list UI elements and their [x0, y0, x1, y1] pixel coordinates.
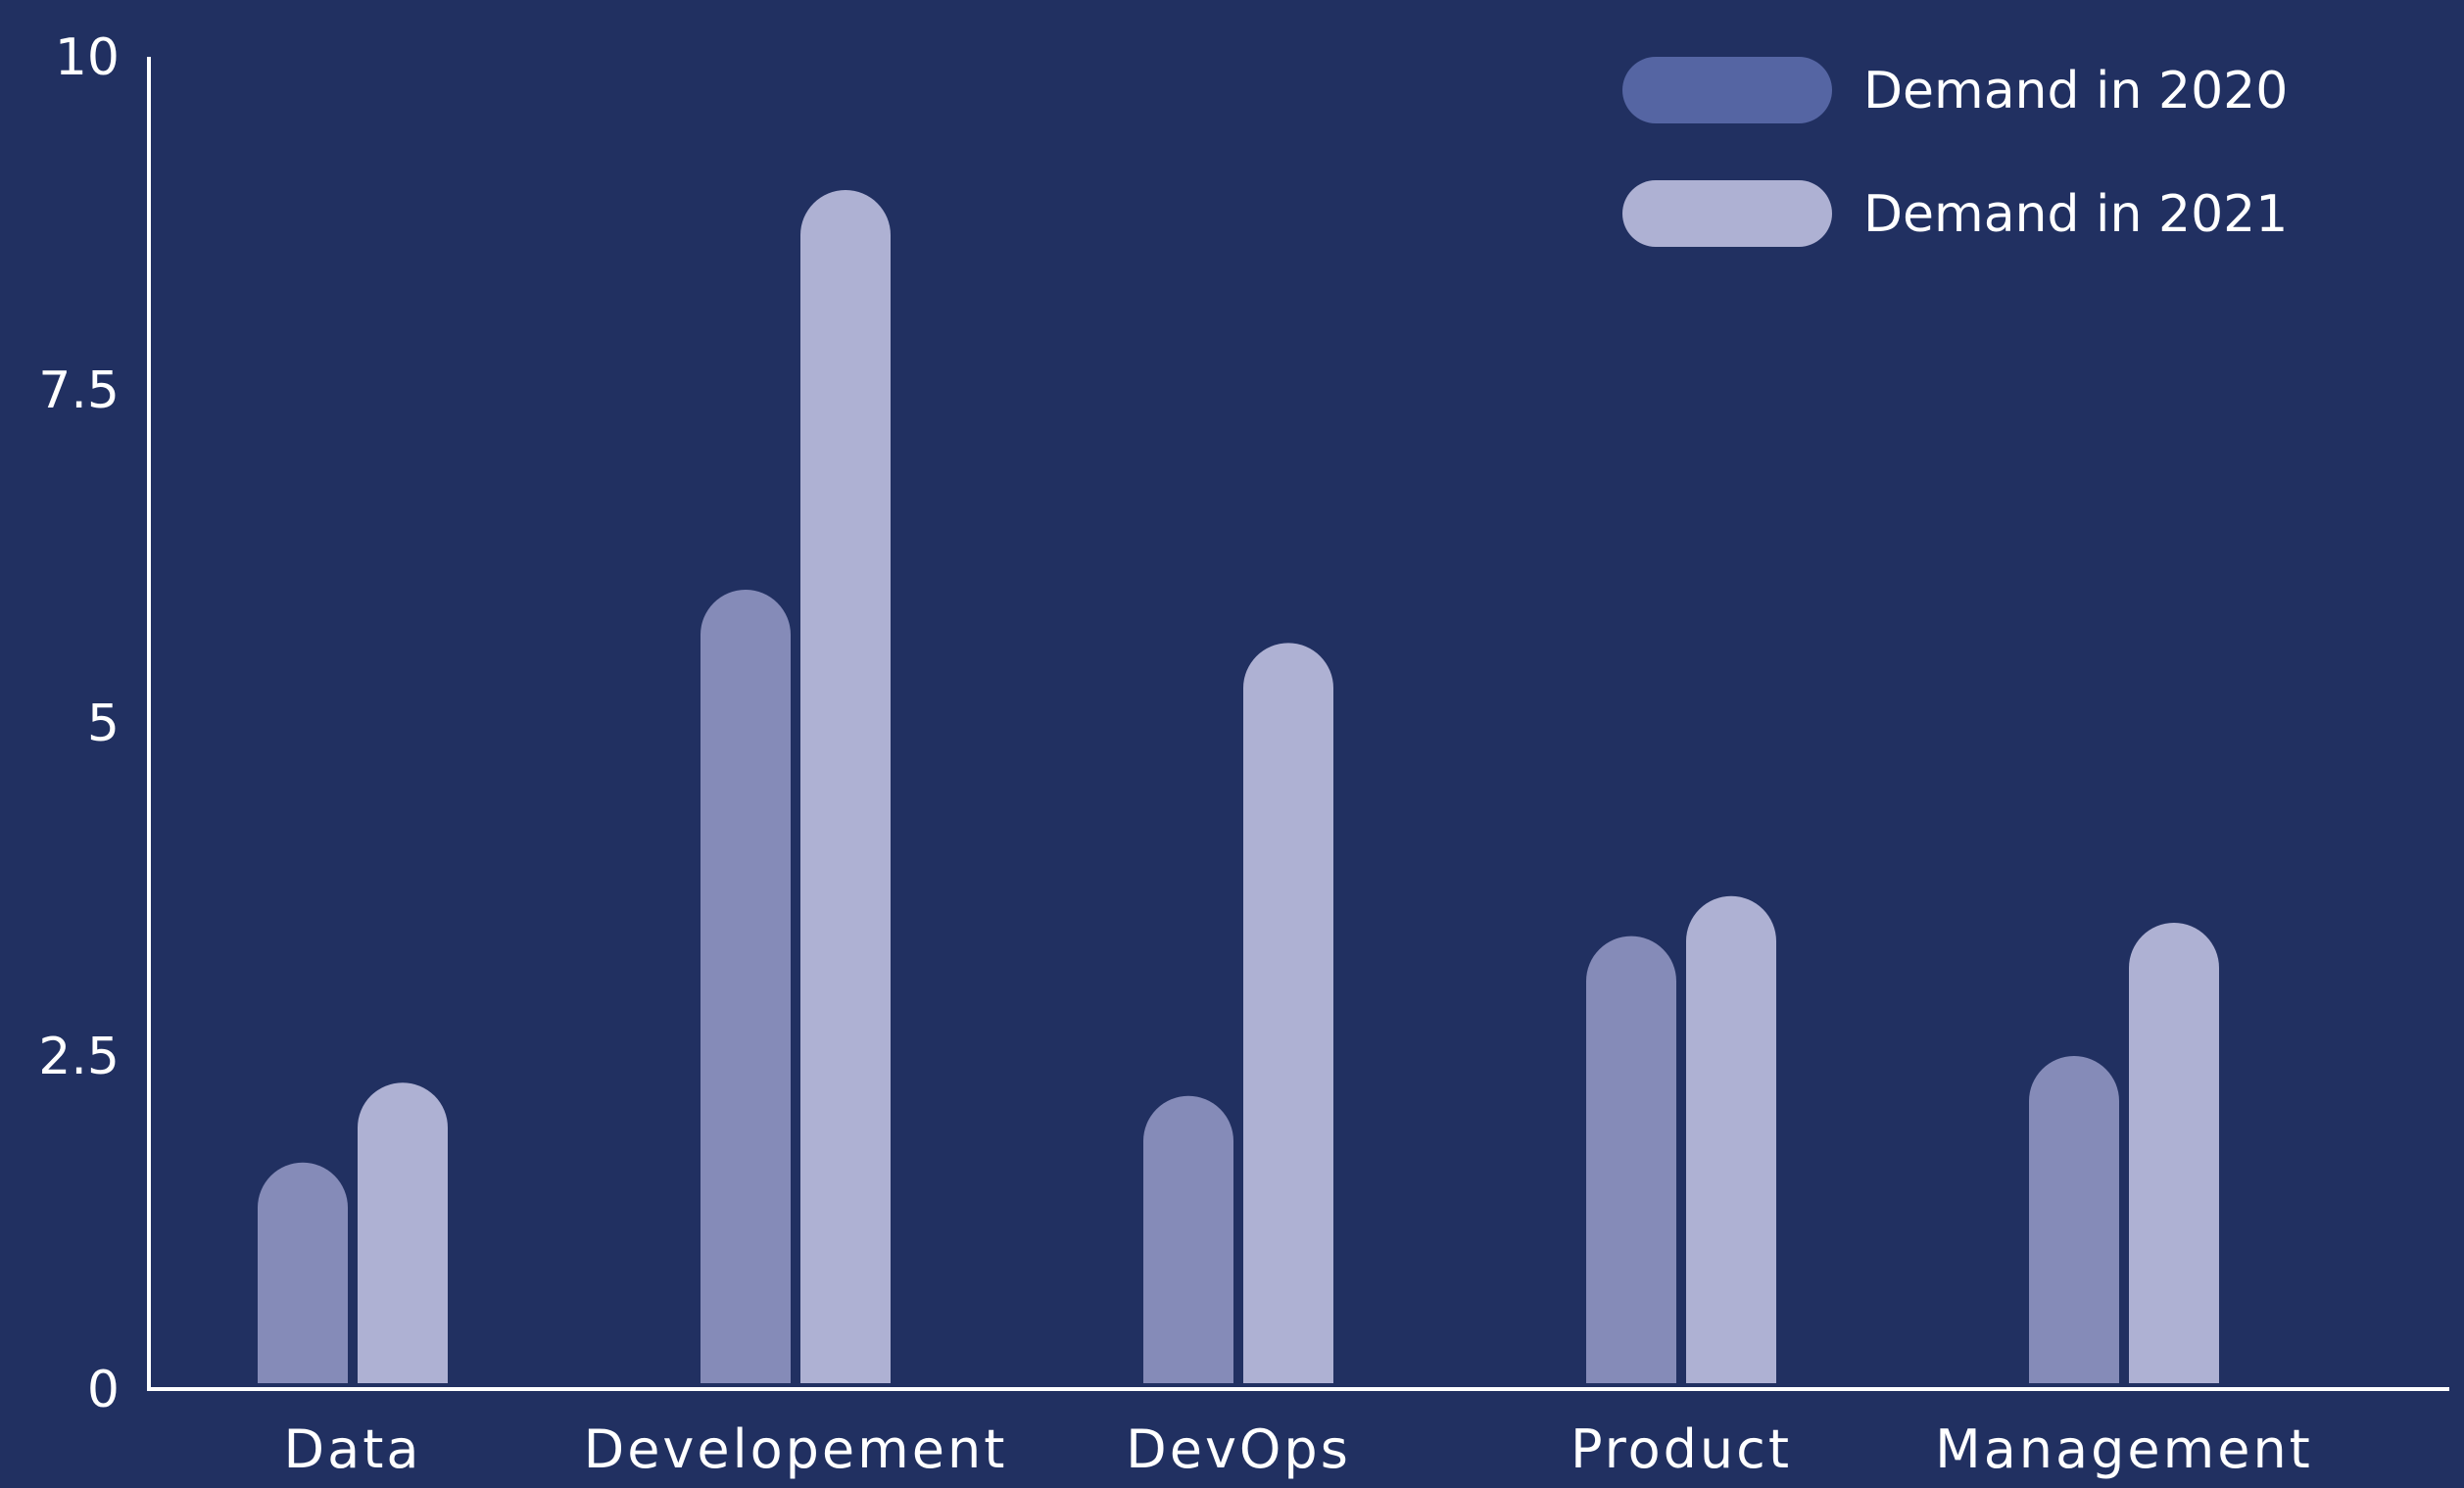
- bar-management-series-2: [2129, 923, 2219, 1383]
- bar-data-series-1: [258, 1162, 348, 1383]
- x-tick-label: Management: [1935, 1418, 2313, 1480]
- bar-management-series-1: [2029, 1056, 2119, 1383]
- axes: [147, 57, 2449, 1391]
- bar-devops-series-1: [1143, 1095, 1233, 1383]
- legend-swatch: [1622, 180, 1832, 247]
- y-tick-label: 7.5: [38, 361, 120, 420]
- bar-product-series-2: [1686, 895, 1776, 1383]
- bar-developement-series-2: [800, 190, 891, 1383]
- x-tick-labels: Data Developement DevOps Product Management: [284, 1418, 2313, 1480]
- y-tick-label: 10: [55, 28, 120, 87]
- legend: Demand in 2020 Demand in 2021: [1622, 57, 2288, 247]
- legend-label: Demand in 2021: [1863, 185, 2288, 244]
- bar-product-series-1: [1586, 936, 1676, 1383]
- x-tick-label: Data: [284, 1418, 422, 1480]
- bars: [258, 190, 2219, 1383]
- bar-developement-series-1: [701, 590, 791, 1383]
- bar-devops-series-2: [1243, 643, 1333, 1383]
- bar-data-series-2: [358, 1082, 448, 1383]
- x-tick-label: Product: [1570, 1418, 1792, 1480]
- legend-label: Demand in 2020: [1863, 62, 2288, 120]
- x-tick-label: Developement: [584, 1418, 1008, 1480]
- y-tick-label: 0: [87, 1361, 120, 1419]
- y-tick-labels: 0 2.5 5 7.5 10: [38, 28, 120, 1419]
- y-tick-label: 5: [87, 695, 120, 753]
- legend-swatch: [1622, 57, 1832, 123]
- x-tick-label: DevOps: [1126, 1418, 1351, 1480]
- y-tick-label: 2.5: [38, 1028, 120, 1086]
